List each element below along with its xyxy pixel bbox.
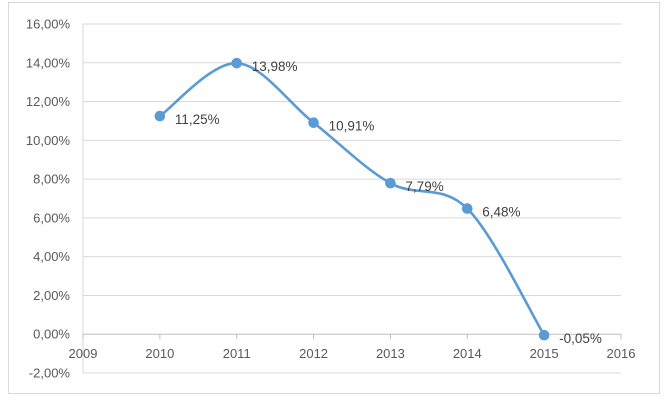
x-axis-tick-labels: 2009 2010 2011 2012 2013 2014 2015 2016 <box>69 346 636 361</box>
y-tick-label: 2,00% <box>33 288 70 303</box>
data-label-2015: -0,05% <box>559 331 602 346</box>
y-axis-tick-labels: -2,00% 0,00% 2,00% 4,00% 6,00% 8,00% 10,00% 12,… <box>26 17 71 381</box>
gridlines <box>83 23 621 374</box>
data-point-2015 <box>538 329 550 341</box>
x-tick-label: 2010 <box>145 346 174 361</box>
x-tick-label: 2016 <box>607 346 636 361</box>
data-point-2011 <box>231 57 243 69</box>
series-line-path <box>158 61 546 337</box>
y-tick-label: 4,00% <box>33 249 70 264</box>
data-point-2010 <box>154 110 166 122</box>
y-tick-label: 16,00% <box>26 17 71 32</box>
y-tick-label: 8,00% <box>33 172 70 187</box>
y-tick-label: -2,00% <box>29 366 71 381</box>
y-tick-label: 10,00% <box>26 133 71 148</box>
x-tick-label: 2011 <box>223 346 251 361</box>
data-point-2014 <box>461 203 473 214</box>
data-label-2014: 6,48% <box>482 205 520 220</box>
x-tick-label: 2014 <box>453 346 482 361</box>
x-tick-label: 2015 <box>530 346 559 361</box>
data-point-2013 <box>385 177 396 189</box>
y-tick-label: 12,00% <box>26 94 71 109</box>
chart-frame <box>8 2 660 394</box>
data-label-2013: 7,79% <box>405 179 443 194</box>
series-line <box>158 61 546 337</box>
data-labels: 11,25% 13,98% 10,91% 7,79% 6,48% -0,05% <box>175 59 602 346</box>
x-tick-label: 2009 <box>69 346 98 361</box>
data-point-2012 <box>308 117 319 128</box>
y-tick-label: 0,00% <box>33 327 70 342</box>
y-tick-label: 6,00% <box>33 210 70 225</box>
axes <box>82 24 622 374</box>
y-tick-label: 14,00% <box>26 55 71 70</box>
x-tick-label: 2013 <box>376 346 405 361</box>
x-tick-label: 2012 <box>299 346 328 361</box>
data-points <box>154 57 550 341</box>
data-label-2010: 11,25% <box>175 112 220 127</box>
data-label-2012: 10,91% <box>329 119 375 134</box>
data-label-2011: 13,98% <box>252 59 298 74</box>
